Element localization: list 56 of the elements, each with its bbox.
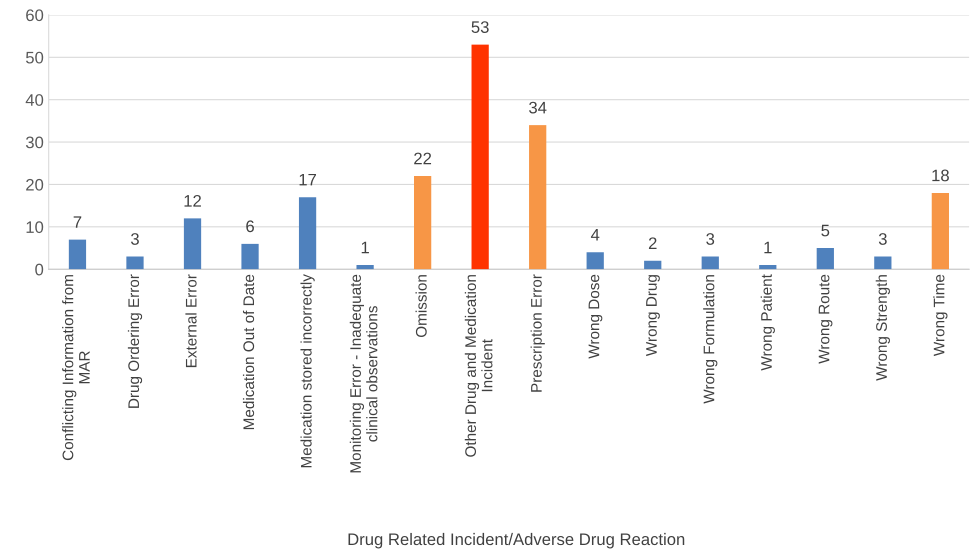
x-tick-label: Wrong Drug	[646, 275, 660, 356]
y-tick-label: 50	[26, 52, 44, 64]
data-label: 12	[184, 194, 201, 207]
x-tick-label: Wrong Route	[818, 274, 832, 364]
data-label: 4	[590, 229, 600, 240]
bar	[874, 256, 892, 270]
y-tick-label: 20	[26, 178, 44, 191]
x-tick-label: External Error	[185, 274, 197, 368]
data-label: 1	[362, 242, 369, 254]
x-axis-title: Drug Related Incident/Adverse Drug Reaction	[348, 532, 684, 548]
bar	[472, 44, 489, 270]
bar	[414, 176, 432, 270]
data-label: 1	[764, 242, 772, 254]
y-tick-label: 10	[26, 221, 44, 234]
x-tick-label: Medication Out of Date	[242, 274, 254, 430]
bar	[184, 218, 202, 270]
y-tick-label: 40	[26, 94, 44, 106]
x-tick-label: Wrong Formulation	[703, 275, 718, 404]
data-label: 3	[130, 233, 139, 245]
x-tick-label: Wrong Dose	[588, 274, 602, 359]
bar	[298, 197, 316, 270]
bar	[816, 248, 834, 270]
bar	[529, 125, 546, 270]
data-label: 6	[246, 220, 254, 232]
data-label: 17	[300, 174, 316, 186]
bar	[241, 244, 259, 270]
x-tick-label: Wrong Strength	[876, 275, 890, 381]
bar	[759, 265, 776, 270]
x-tick-label: Monitoring Error - Inadequate clinical observations	[350, 274, 378, 472]
bar	[126, 256, 144, 270]
bar	[68, 240, 86, 270]
bar	[644, 260, 662, 270]
y-tick-label: 0	[35, 264, 44, 276]
x-tick-label: Other Drug and Medication Incident	[464, 275, 492, 457]
x-tick-label: Conflicting Information from MAR	[62, 275, 90, 460]
bar	[932, 192, 949, 270]
x-tick-label: Prescription Error	[530, 274, 545, 392]
data-label: 7	[74, 216, 82, 228]
y-tick-label: 30	[26, 136, 44, 148]
data-label: 22	[414, 152, 432, 164]
x-tick-label: Drug Ordering Error	[128, 274, 142, 408]
data-label: 2	[648, 237, 657, 249]
bar	[702, 256, 719, 270]
data-label: 53	[472, 21, 489, 33]
data-label: 18	[932, 170, 949, 182]
y-tick-label: 60	[26, 9, 44, 22]
data-label: 34	[529, 102, 546, 114]
x-tick-label: Medication stored incorrectly	[300, 274, 315, 468]
x-tick-label: Wrong Time	[933, 274, 948, 356]
bar	[356, 265, 374, 270]
x-tick-label: Wrong Patient	[760, 274, 775, 371]
x-tick-label: Omission	[416, 275, 427, 338]
data-label: 3	[878, 233, 887, 245]
data-label: 5	[821, 224, 830, 236]
bar	[586, 252, 604, 270]
data-label: 3	[706, 233, 714, 245]
